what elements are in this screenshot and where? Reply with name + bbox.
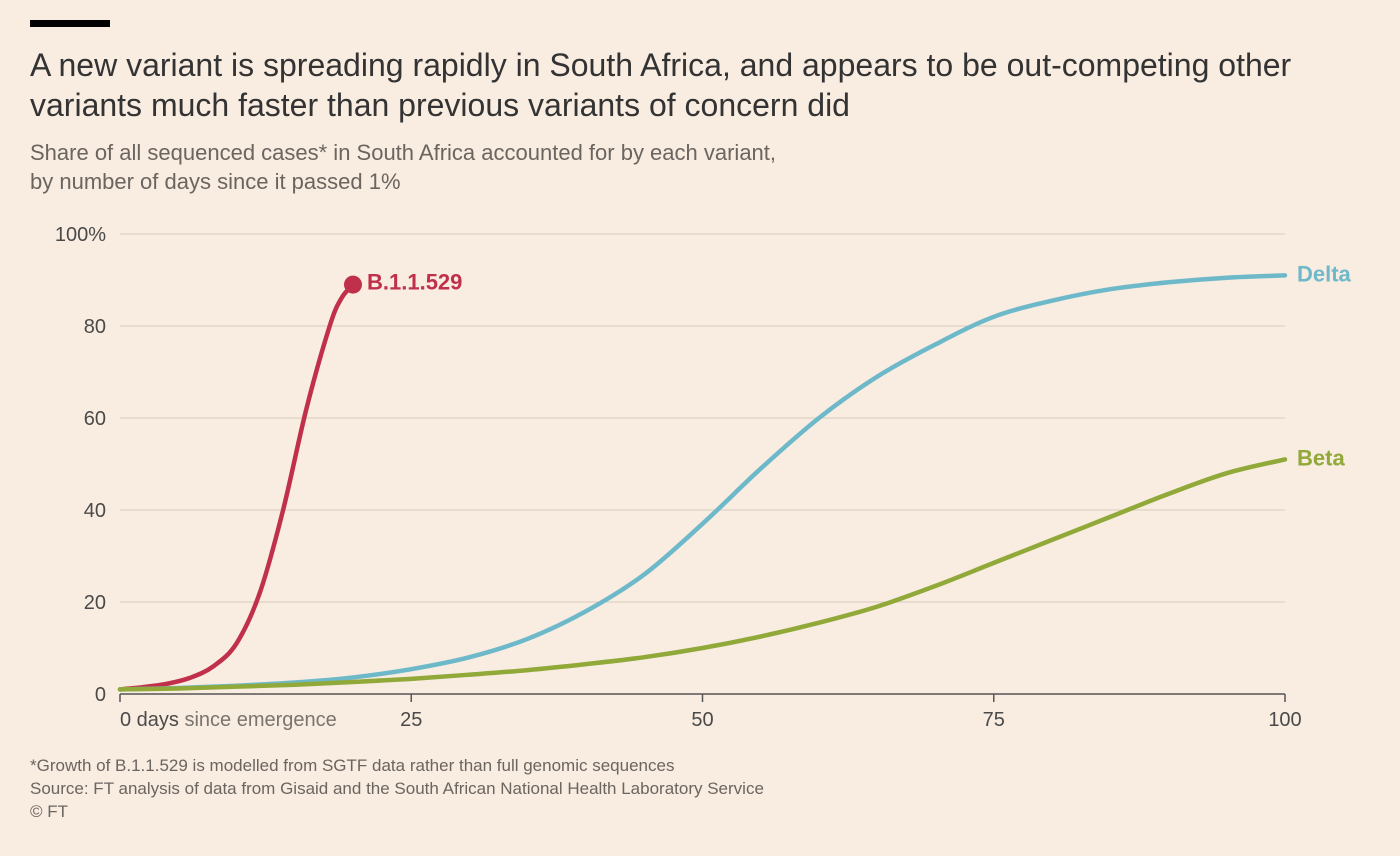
y-tick-label: 100%: [55, 224, 106, 246]
y-tick-label: 40: [84, 500, 106, 522]
chart-plot-area: 0 20 40 60 80 100% 0 days since emergence 25 50 7…: [30, 204, 1370, 749]
series-label: Delta: [1297, 262, 1352, 287]
series-line-beta: [120, 460, 1285, 690]
x-tick-label: 100: [1268, 709, 1301, 731]
chart-title: A new variant is spreading rapidly in So…: [30, 45, 1370, 125]
x-tick-label: 0 days since emergence: [120, 709, 337, 731]
y-tick-label: 60: [84, 408, 106, 430]
chart-subtitle-line2: by number of days since it passed 1%: [30, 169, 401, 194]
chart-container: A new variant is spreading rapidly in So…: [0, 0, 1400, 856]
title-top-bar: [30, 20, 110, 27]
series-label: B.1.1.529: [367, 270, 462, 295]
footnote-line: Source: FT analysis of data from Gisaid …: [30, 778, 1370, 801]
x-tick-label: 25: [400, 709, 422, 731]
chart-subtitle-line1: Share of all sequenced cases* in South A…: [30, 140, 776, 165]
y-tick-label: 80: [84, 316, 106, 338]
series-label: Beta: [1297, 446, 1345, 471]
x-tick-label: 50: [691, 709, 713, 731]
chart-subtitle: Share of all sequenced cases* in South A…: [30, 139, 1370, 196]
footnote-line: © FT: [30, 801, 1370, 824]
series-line-delta: [120, 276, 1285, 690]
line-chart-svg: 0 20 40 60 80 100% 0 days since emergence 25 50 7…: [30, 204, 1370, 744]
y-tick-label: 0: [95, 684, 106, 706]
series-end-marker: [344, 276, 362, 294]
chart-footnotes: *Growth of B.1.1.529 is modelled from SG…: [30, 755, 1370, 824]
footnote-line: *Growth of B.1.1.529 is modelled from SG…: [30, 755, 1370, 778]
x-tick-label: 75: [983, 709, 1005, 731]
series-line-b-1-1-529: [120, 285, 353, 690]
y-tick-label: 20: [84, 592, 106, 614]
